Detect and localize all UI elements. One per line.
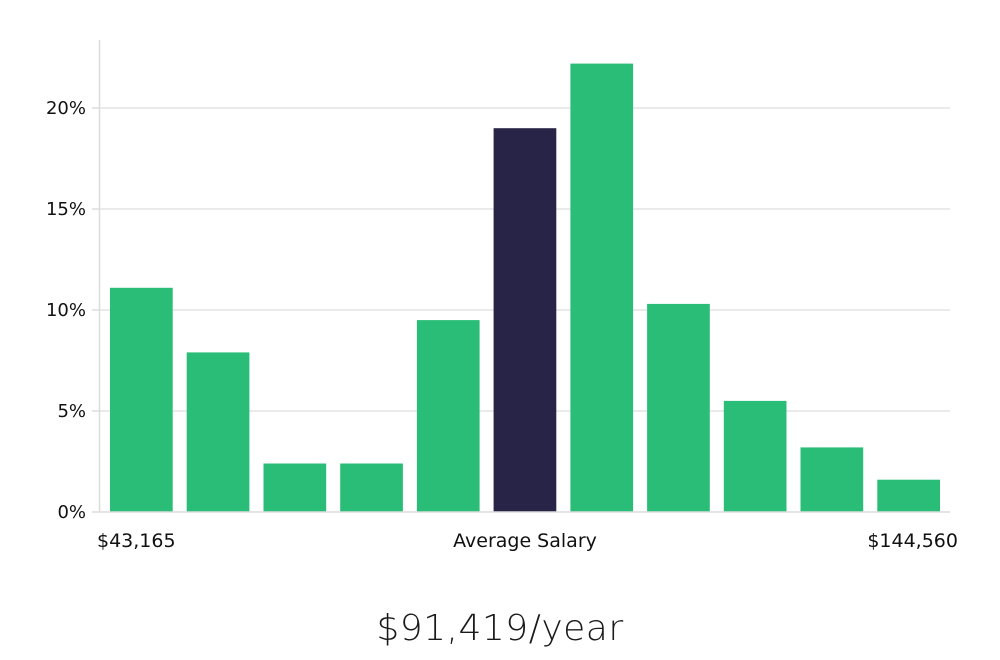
bar-highlighted (493, 128, 557, 512)
x-center-label: Average Salary (453, 530, 597, 552)
bar (723, 400, 787, 512)
y-tick-label: 10% (46, 300, 86, 321)
bar (110, 287, 173, 512)
bar (647, 303, 710, 512)
y-tick-label: 20% (46, 98, 86, 119)
bar (340, 463, 403, 512)
bars (110, 63, 940, 512)
x-max-label: $144,560 (867, 530, 958, 552)
bar (800, 447, 864, 512)
bar (416, 320, 480, 512)
bar (570, 63, 634, 512)
bar (877, 479, 940, 512)
salary-distribution-chart: 0% 5% 10% 15% 20% $43,165 Average Salary $14… (46, 40, 958, 552)
y-tick-label: 5% (57, 401, 86, 422)
y-tick-label: 15% (46, 199, 86, 220)
x-min-label: $43,165 (97, 530, 176, 552)
bar (263, 463, 327, 512)
y-axis-ticks: 0% 5% 10% 15% 20% (46, 98, 99, 523)
average-salary-caption: $91,419/year (376, 608, 624, 649)
y-tick-label: 0% (57, 502, 86, 523)
bar (186, 352, 250, 512)
